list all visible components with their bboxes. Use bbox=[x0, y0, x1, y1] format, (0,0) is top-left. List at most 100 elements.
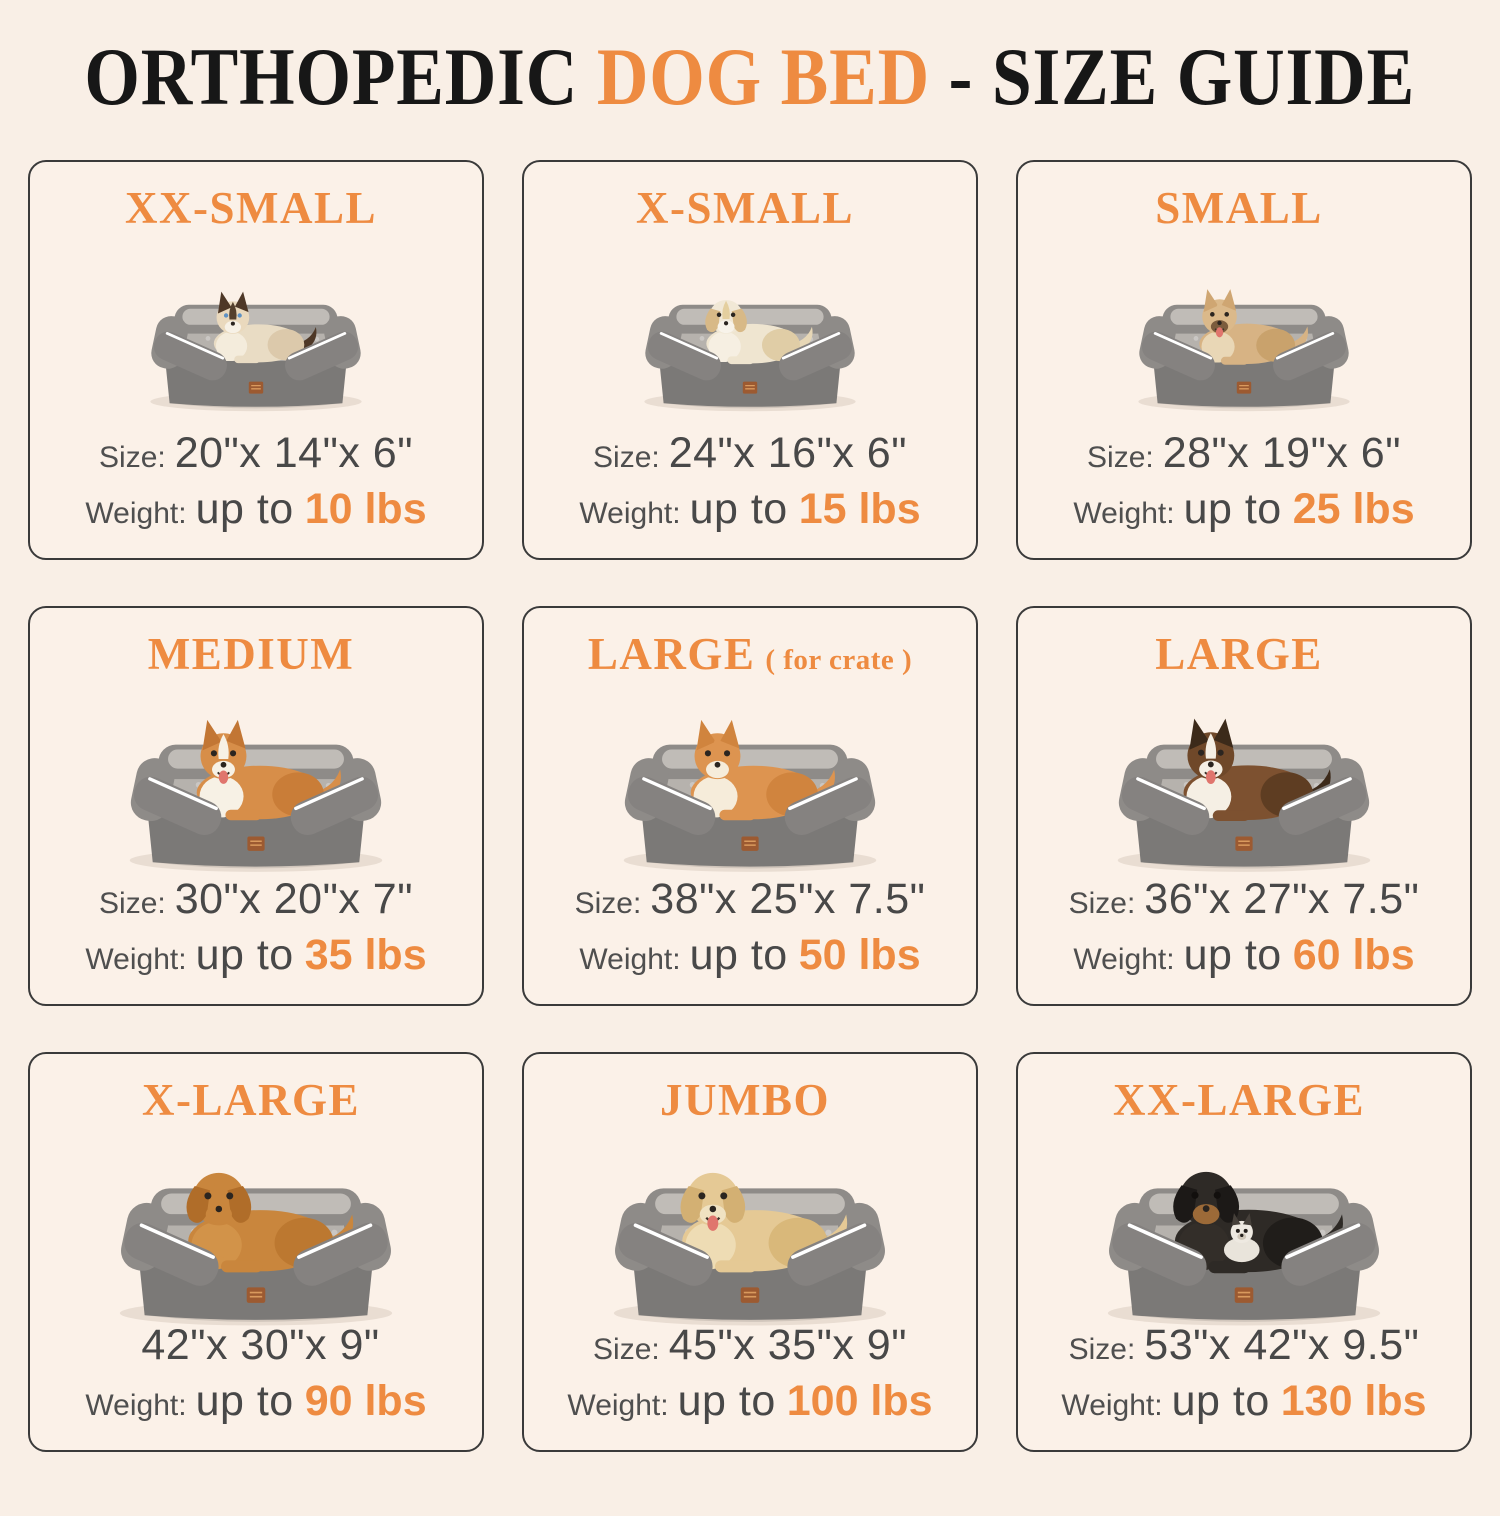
size-line: Size: 36"x 27"x 7.5" bbox=[1069, 875, 1420, 924]
title-highlight: DOG BED bbox=[597, 31, 931, 122]
weight-prefix: up to bbox=[195, 931, 294, 979]
weight-value: 10 lbs bbox=[304, 485, 427, 533]
size-name: XX-SMALL bbox=[124, 183, 377, 233]
weight-label: Weight: bbox=[1073, 497, 1175, 530]
pet-photo bbox=[48, 234, 464, 429]
weight-label: Weight: bbox=[567, 1389, 669, 1422]
size-value: 42"x 30"x 9" bbox=[141, 1321, 380, 1369]
weight-prefix: up to bbox=[677, 1377, 776, 1425]
size-line: Size: 45"x 35"x 9" bbox=[593, 1321, 907, 1370]
weight-value: 60 lbs bbox=[1292, 931, 1415, 979]
weight-value: 50 lbs bbox=[798, 931, 921, 979]
weight-line: Weight: up to 10 lbs bbox=[85, 485, 426, 534]
card-title: LARGE bbox=[1155, 628, 1333, 680]
weight-line: Weight: up to 60 lbs bbox=[1073, 931, 1414, 980]
size-label: Size: bbox=[99, 441, 166, 474]
size-card-x-large: X-LARGE 42"x 30"x 9" Weight: up to 90 lbs bbox=[28, 1052, 484, 1452]
weight-line: Weight: up to 15 lbs bbox=[579, 485, 920, 534]
size-value: 36"x 27"x 7.5" bbox=[1144, 875, 1420, 923]
size-label: Size: bbox=[1068, 1333, 1136, 1366]
size-value: 20"x 14"x 6" bbox=[174, 429, 413, 477]
pet-on-bed-illustration bbox=[116, 1171, 396, 1326]
pet-on-bed-illustration bbox=[1114, 717, 1374, 873]
pet-photo bbox=[542, 1126, 958, 1326]
size-value: 28"x 19"x 6" bbox=[1162, 429, 1401, 477]
card-title: XX-SMALL bbox=[125, 182, 387, 234]
weight-line: Weight: up to 130 lbs bbox=[1061, 1377, 1426, 1426]
weight-line: Weight: up to 50 lbs bbox=[579, 931, 920, 980]
size-card-jumbo: JUMBO Size: 45"x 35"x 9" Weight: up to 100 … bbox=[522, 1052, 978, 1452]
card-title: SMALL bbox=[1155, 182, 1333, 234]
weight-value: 25 lbs bbox=[1292, 485, 1415, 533]
weight-line: Weight: up to 35 lbs bbox=[85, 931, 426, 980]
weight-label: Weight: bbox=[85, 943, 187, 976]
weight-prefix: up to bbox=[195, 1377, 294, 1425]
weight-value: 15 lbs bbox=[798, 485, 921, 533]
title-prefix: ORTHOPEDIC bbox=[84, 31, 598, 122]
weight-prefix: up to bbox=[689, 931, 788, 979]
weight-label: Weight: bbox=[1073, 943, 1175, 976]
header: ORTHOPEDIC DOG BED - SIZE GUIDE bbox=[0, 16, 1500, 138]
size-note: ( for crate ) bbox=[765, 644, 913, 676]
size-grid: XX-SMALL Size: 20"x 14"x 6" Weight: up to 1… bbox=[0, 160, 1500, 1452]
card-title: X-SMALL bbox=[636, 182, 864, 234]
card-title: LARGE ( for crate ) bbox=[588, 628, 912, 680]
weight-prefix: up to bbox=[1171, 1377, 1270, 1425]
weight-line: Weight: up to 90 lbs bbox=[85, 1377, 426, 1426]
card-title: XX-LARGE bbox=[1113, 1074, 1375, 1126]
pet-photo bbox=[1036, 1126, 1452, 1326]
size-line: Size: 53"x 42"x 9.5" bbox=[1069, 1321, 1420, 1370]
size-card-medium: MEDIUM Size: 30"x 20"x 7" Weight: up to 35 … bbox=[28, 606, 484, 1006]
size-name: X-LARGE bbox=[141, 1075, 360, 1125]
size-line: Size: 28"x 19"x 6" bbox=[1087, 429, 1401, 478]
size-line: 42"x 30"x 9" bbox=[132, 1321, 379, 1370]
weight-label: Weight: bbox=[85, 497, 187, 530]
size-card-xx-small: XX-SMALL Size: 20"x 14"x 6" Weight: up to 1… bbox=[28, 160, 484, 560]
size-card-x-small: X-SMALL Size: 24"x 16"x 6" Weight: up to 15… bbox=[522, 160, 978, 560]
pet-photo bbox=[1036, 680, 1452, 875]
card-title: JUMBO bbox=[660, 1074, 840, 1126]
pet-on-bed-illustration bbox=[1136, 287, 1352, 411]
size-card-large-for-crate: LARGE ( for crate ) Size: 38"x 25"x 7.5" W… bbox=[522, 606, 978, 1006]
size-label: Size: bbox=[1068, 887, 1136, 920]
size-name: LARGE bbox=[587, 629, 756, 679]
size-name: SMALL bbox=[1155, 183, 1323, 233]
size-card-small: SMALL Size: 28"x 19"x 6" Weight: up to 25 l… bbox=[1016, 160, 1472, 560]
pet-photo bbox=[542, 680, 958, 875]
weight-value: 90 lbs bbox=[304, 1377, 427, 1425]
size-line: Size: 38"x 25"x 7.5" bbox=[575, 875, 926, 924]
weight-value: 100 lbs bbox=[786, 1377, 933, 1425]
size-value: 24"x 16"x 6" bbox=[668, 429, 907, 477]
weight-line: Weight: up to 100 lbs bbox=[567, 1377, 932, 1426]
pet-on-bed-illustration bbox=[126, 719, 386, 873]
size-label: Size: bbox=[1087, 441, 1154, 474]
weight-value: 35 lbs bbox=[304, 931, 427, 979]
size-card-large: LARGE Size: 36"x 27"x 7.5" Weight: up to 60… bbox=[1016, 606, 1472, 1006]
size-line: Size: 24"x 16"x 6" bbox=[593, 429, 907, 478]
size-value: 38"x 25"x 7.5" bbox=[650, 875, 926, 923]
size-name: X-SMALL bbox=[635, 183, 854, 233]
weight-prefix: up to bbox=[1183, 931, 1282, 979]
size-line: Size: 20"x 14"x 6" bbox=[99, 429, 413, 478]
size-line: Size: 30"x 20"x 7" bbox=[99, 875, 413, 924]
size-name: XX-LARGE bbox=[1112, 1075, 1365, 1125]
pet-photo bbox=[542, 234, 958, 429]
size-label: Size: bbox=[593, 441, 660, 474]
weight-label: Weight: bbox=[85, 1389, 187, 1422]
size-label: Size: bbox=[99, 887, 166, 920]
card-title: X-LARGE bbox=[142, 1074, 370, 1126]
weight-label: Weight: bbox=[579, 497, 681, 530]
pet-photo bbox=[48, 680, 464, 875]
weight-line: Weight: up to 25 lbs bbox=[1073, 485, 1414, 534]
size-name: LARGE bbox=[1155, 629, 1323, 679]
page-title: ORTHOPEDIC DOG BED - SIZE GUIDE bbox=[85, 30, 1416, 124]
pet-on-bed-illustration bbox=[148, 290, 364, 411]
title-suffix: - SIZE GUIDE bbox=[930, 31, 1416, 122]
size-name: JUMBO bbox=[660, 1075, 830, 1125]
weight-value: 130 lbs bbox=[1280, 1377, 1427, 1425]
weight-label: Weight: bbox=[1061, 1389, 1163, 1422]
size-name: MEDIUM bbox=[147, 629, 355, 679]
pet-on-bed-illustration bbox=[610, 1171, 890, 1326]
size-card-xx-large: XX-LARGE Size: 53"x 42"x 9.5" Weight: up t… bbox=[1016, 1052, 1472, 1452]
pet-photo bbox=[48, 1126, 464, 1326]
